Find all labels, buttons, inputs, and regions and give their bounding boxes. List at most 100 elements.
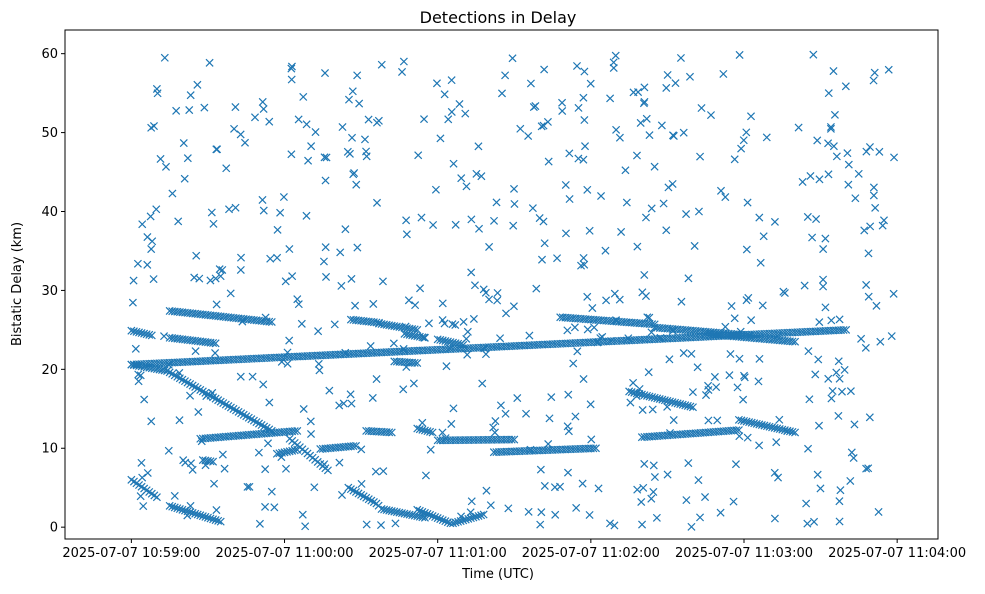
- data-point: [570, 323, 579, 332]
- data-point: [152, 205, 161, 214]
- data-point: [323, 466, 332, 475]
- data-point: [183, 154, 192, 163]
- data-point: [287, 62, 296, 71]
- data-point: [387, 428, 396, 437]
- data-point: [658, 395, 667, 404]
- data-point: [803, 519, 812, 528]
- data-point: [258, 97, 267, 106]
- data-point: [129, 276, 138, 285]
- data-point: [864, 292, 873, 301]
- data-point: [143, 233, 152, 242]
- data-point: [461, 109, 470, 118]
- data-point: [330, 320, 339, 329]
- data-point: [186, 459, 196, 468]
- data-point: [436, 134, 445, 143]
- data-point: [591, 444, 600, 453]
- data-point: [214, 516, 223, 525]
- data-point: [293, 295, 302, 304]
- data-point: [528, 204, 537, 213]
- data-point: [779, 287, 788, 296]
- data-point: [695, 513, 705, 522]
- data-point: [540, 481, 549, 490]
- data-point: [436, 515, 445, 524]
- data-point: [580, 67, 589, 76]
- data-point: [207, 208, 216, 217]
- data-point: [887, 332, 896, 341]
- data-point: [638, 405, 647, 415]
- data-point: [583, 185, 592, 194]
- data-point: [524, 507, 533, 516]
- data-point: [298, 510, 307, 519]
- data-point: [811, 370, 820, 379]
- data-point: [536, 465, 545, 474]
- data-point: [477, 172, 486, 181]
- data-point: [489, 423, 498, 432]
- data-point: [222, 164, 231, 173]
- data-point: [585, 510, 594, 519]
- data-point: [431, 513, 440, 522]
- data-point: [451, 220, 460, 229]
- data-point: [671, 79, 680, 88]
- data-point: [683, 401, 692, 410]
- data-point: [535, 214, 544, 223]
- data-point: [509, 302, 518, 311]
- data-point: [377, 60, 386, 69]
- data-point: [544, 157, 553, 166]
- data-point: [143, 260, 152, 269]
- data-point: [231, 203, 240, 212]
- data-point: [456, 340, 465, 349]
- data-point: [836, 486, 845, 495]
- data-point: [472, 169, 481, 178]
- data-point: [160, 366, 169, 375]
- data-point: [821, 303, 830, 312]
- data-point: [321, 272, 331, 281]
- data-point: [466, 514, 475, 523]
- data-point: [426, 427, 435, 436]
- data-point: [586, 79, 595, 88]
- data-point: [727, 301, 736, 311]
- data-point: [186, 501, 195, 510]
- data-point: [854, 169, 863, 178]
- data-point: [258, 195, 267, 204]
- data-point: [869, 183, 878, 192]
- data-point: [216, 272, 225, 281]
- data-point: [824, 89, 833, 98]
- data-point: [347, 133, 357, 142]
- y-tick-label: 50: [41, 126, 58, 141]
- data-point: [872, 301, 881, 310]
- data-point: [294, 115, 303, 124]
- data-point: [206, 457, 215, 466]
- data-point: [321, 176, 330, 185]
- data-point: [411, 301, 420, 310]
- data-point: [147, 245, 156, 254]
- data-point: [337, 490, 347, 499]
- data-point: [490, 428, 499, 437]
- data-point: [805, 395, 814, 404]
- data-point: [813, 470, 822, 479]
- data-point: [379, 467, 388, 476]
- data-point: [788, 427, 797, 436]
- data-point: [652, 513, 661, 522]
- data-point: [426, 445, 435, 454]
- data-point: [537, 508, 546, 517]
- data-point: [735, 50, 744, 59]
- data-point: [314, 359, 323, 368]
- data-point: [759, 232, 768, 241]
- data-point: [837, 387, 847, 396]
- data-point: [743, 433, 752, 442]
- data-point: [821, 234, 830, 243]
- data-point: [770, 468, 779, 477]
- data-point: [397, 67, 407, 76]
- data-point: [149, 122, 158, 131]
- data-point: [428, 428, 437, 437]
- data-point: [834, 411, 843, 420]
- data-point: [267, 317, 276, 327]
- data-point: [231, 103, 240, 112]
- data-point: [862, 147, 871, 156]
- data-point: [426, 510, 435, 519]
- data-point: [697, 103, 706, 113]
- data-point: [497, 89, 507, 98]
- data-point: [685, 72, 695, 81]
- data-point: [824, 139, 833, 148]
- data-point: [638, 520, 647, 529]
